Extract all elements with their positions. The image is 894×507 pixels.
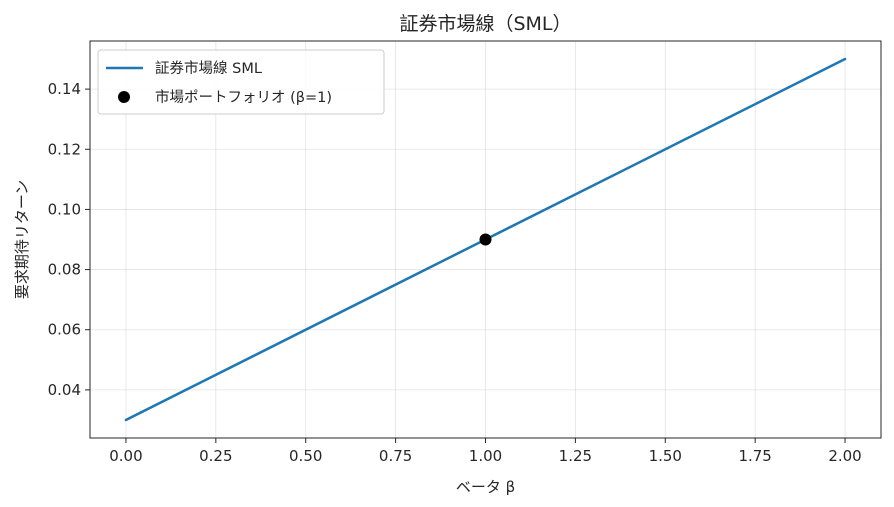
chart-title: 証券市場線（SML）	[399, 13, 571, 35]
y-tick-label: 0.08	[48, 261, 81, 279]
x-tick-label: 1.50	[649, 447, 682, 465]
y-axis-ticks: 0.04 0.06 0.08 0.10 0.12 0.14	[48, 80, 90, 399]
x-axis-label: ベータ β	[456, 478, 515, 496]
x-tick-label: 0.00	[109, 447, 142, 465]
y-axis-label: 要求期待リターン	[13, 180, 31, 299]
legend: 証券市場線 SML 市場ポートフォリオ (β=1)	[97, 49, 385, 115]
x-axis-ticks: 0.00 0.25 0.50 0.75 1.00 1.25 1.50 1.75 2.00	[109, 438, 862, 465]
x-tick-label: 2.00	[828, 447, 861, 465]
x-tick-label: 1.75	[738, 447, 771, 465]
legend-label-sml: 証券市場線 SML	[155, 60, 262, 77]
y-tick-label: 0.12	[48, 140, 81, 158]
y-tick-label: 0.04	[48, 381, 81, 399]
y-tick-label: 0.14	[48, 80, 81, 98]
market-portfolio-point	[479, 233, 492, 246]
x-tick-label: 1.25	[559, 447, 592, 465]
legend-label-market-portfolio: 市場ポートフォリオ (β=1)	[155, 89, 332, 106]
plot-content	[124, 57, 847, 422]
y-tick-label: 0.06	[48, 321, 81, 339]
legend-marker-swatch	[118, 91, 130, 103]
x-tick-label: 0.50	[289, 447, 322, 465]
x-tick-label: 0.25	[199, 447, 232, 465]
x-tick-label: 0.75	[379, 447, 412, 465]
y-tick-label: 0.10	[48, 200, 81, 218]
legend-box	[97, 49, 385, 115]
x-tick-label: 1.00	[469, 447, 502, 465]
